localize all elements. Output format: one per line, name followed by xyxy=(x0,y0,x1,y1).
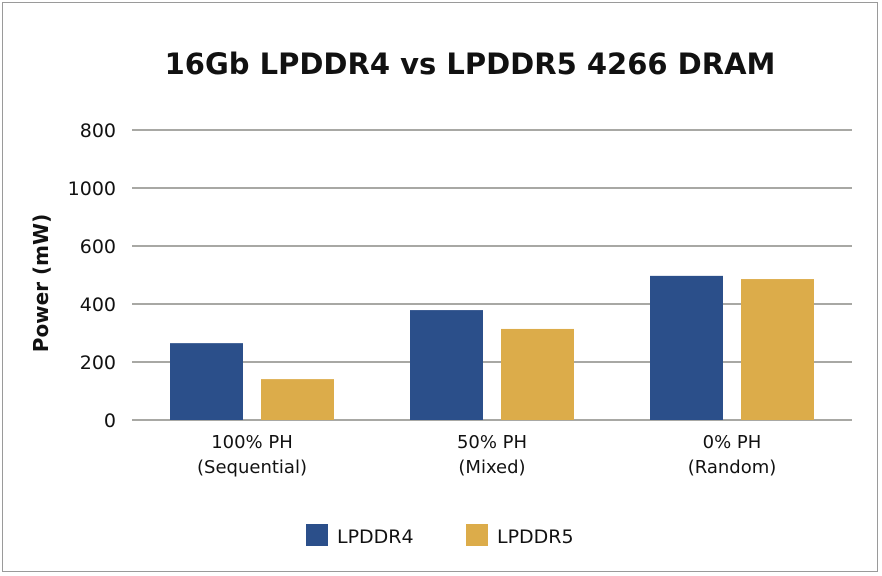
legend-label: LPDDR4 xyxy=(337,526,414,548)
chart-title: 16Gb LPDDR4 vs LPDDR5 4266 DRAM xyxy=(165,47,776,81)
x-tick-label: (Sequential) xyxy=(197,457,307,478)
bar-lpddr4 xyxy=(410,310,483,420)
x-tick-label: 50% PH xyxy=(457,432,527,453)
bar-lpddr5 xyxy=(501,328,574,420)
x-tick-label: 100% PH xyxy=(211,432,293,453)
y-tick-label: 0 xyxy=(104,410,116,432)
legend-swatch xyxy=(306,524,328,546)
bar-lpddr4 xyxy=(650,275,723,420)
y-tick-label: 400 xyxy=(80,294,116,316)
x-tick-label: (Mixed) xyxy=(458,457,525,478)
x-tick-label: (Random) xyxy=(688,457,777,478)
bar-lpddr4 xyxy=(170,343,243,420)
legend-swatch xyxy=(466,524,488,546)
y-axis-label: Power (mW) xyxy=(29,214,53,352)
x-tick-label: 0% PH xyxy=(703,432,762,453)
bar-lpddr5 xyxy=(741,279,814,420)
y-tick-label: 1000 xyxy=(68,178,116,200)
y-tick-label: 800 xyxy=(80,120,116,142)
bar-lpddr5 xyxy=(261,379,334,420)
y-tick-label: 200 xyxy=(80,352,116,374)
y-tick-label: 600 xyxy=(80,236,116,258)
legend-label: LPDDR5 xyxy=(497,526,574,548)
